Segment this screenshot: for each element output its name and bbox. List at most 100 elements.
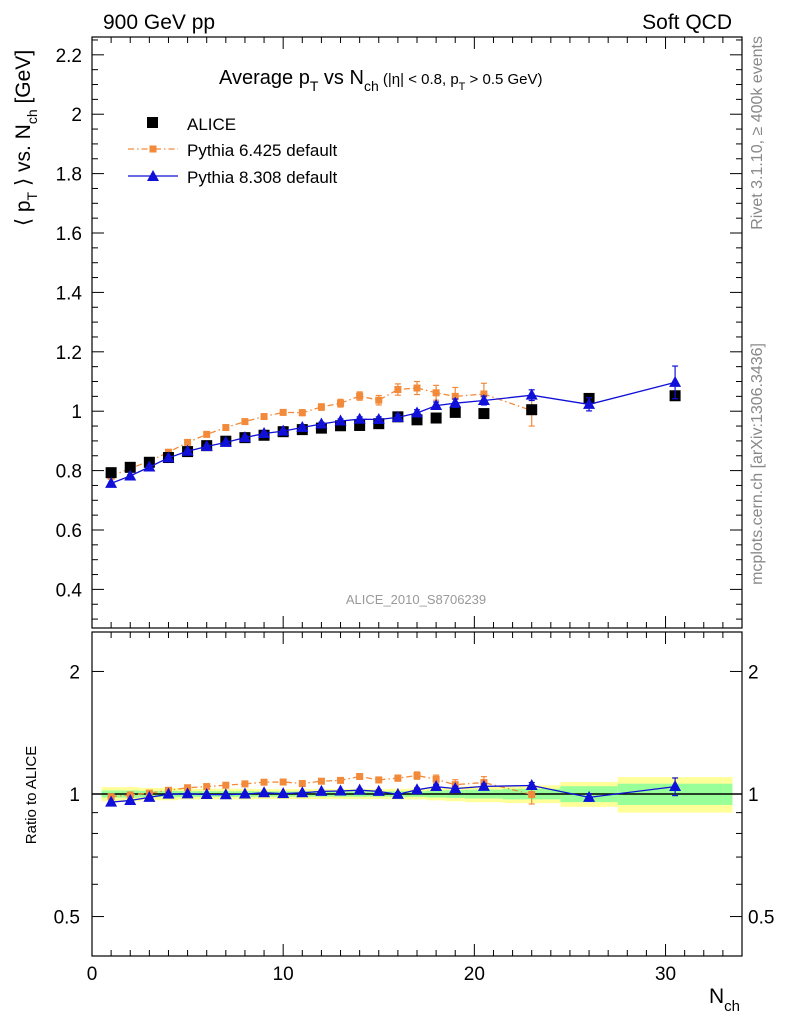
- pythia6-point: [279, 408, 287, 416]
- alice-point: [335, 420, 347, 432]
- pythia6-point: [432, 389, 440, 397]
- ratio-pythia6-point: [337, 776, 345, 784]
- pythia8-point: [315, 417, 328, 429]
- pythia8-point: [219, 435, 232, 447]
- pythia6-point: [337, 399, 345, 407]
- alice-point: [478, 408, 490, 420]
- legend-pythia6-marker: [149, 145, 157, 153]
- pythia8-point: [238, 431, 251, 443]
- ratio-pythia8-point: [411, 783, 423, 795]
- ratio-pythia8-point: [430, 780, 443, 792]
- ratio-pythia8-point: [391, 787, 404, 799]
- pythia8-point: [181, 444, 194, 456]
- ratio-pythia8-point: [200, 788, 213, 800]
- legend-pythia8-marker: [147, 170, 159, 181]
- pythia6-point: [184, 438, 192, 446]
- y-tick-label: 1.2: [56, 343, 82, 364]
- legend-alice-marker: [147, 117, 158, 128]
- ratio-pythia8-point: [296, 786, 309, 798]
- pythia8-point: [583, 397, 596, 409]
- pythia8-point: [334, 414, 347, 426]
- pythia8-point: [477, 394, 490, 406]
- y-tick-label: 1.8: [56, 165, 82, 186]
- y-tick-label: 0.6: [56, 521, 82, 542]
- x-tick-label: 10: [273, 964, 294, 985]
- pythia6-point: [375, 396, 383, 404]
- ratio-pythia8-point: [162, 787, 175, 799]
- ratio-pythia8-point: [258, 786, 271, 798]
- y-tick-label: 0.5: [54, 908, 80, 929]
- legend-alice-label: ALICE: [187, 115, 236, 134]
- pythia8-point: [200, 440, 213, 452]
- pythia6-point: [203, 430, 211, 438]
- pythia8-point: [296, 421, 309, 433]
- main-panel: 0.4 0.6 0.8 1 1.2 1.4 1.6 1.8 2 2.2 Average pT vs…: [12, 36, 743, 629]
- legend-pythia8-label: Pythia 8.308 default: [187, 168, 338, 187]
- y-tick-label: 2: [71, 105, 82, 126]
- pythia6-point: [451, 392, 459, 400]
- ratio-pythia8-point: [372, 784, 385, 796]
- y-tick-label: 0.8: [56, 462, 82, 483]
- pythia8-point: [162, 451, 175, 463]
- ratio-pythia8-point: [477, 779, 490, 791]
- main-y-axis-label: ⟨ pT ⟩ vs. Nch [GeV]: [12, 50, 40, 226]
- ratio-pythia8-point: [181, 787, 194, 799]
- alice-point: [354, 419, 366, 431]
- alice-point: [105, 467, 117, 479]
- ratio-panel: 0 10 20 30 0.5 0.5 1 1 2 2 Ratio to ALICE Nch: [23, 631, 774, 1015]
- alice-point: [124, 461, 136, 473]
- ratio-pythia8-point: [277, 787, 290, 799]
- pythia6-point: [356, 392, 364, 400]
- alice-point: [526, 404, 538, 416]
- pythia6-point: [260, 413, 268, 421]
- ratio-pythia8-point: [143, 790, 156, 802]
- x-tick-label: 0: [87, 964, 98, 985]
- y-tick-label: 1.4: [56, 283, 83, 304]
- y-tick-label: 1: [69, 785, 80, 806]
- legend: ALICE Pythia 6.425 default Pythia 8.308 …: [128, 115, 338, 187]
- y-tick-label-right: 2: [748, 662, 759, 683]
- pythia6-point: [413, 384, 421, 392]
- pythia6-point: [298, 409, 306, 417]
- pythia8-point: [277, 424, 290, 436]
- pythia8-point: [430, 399, 443, 411]
- ratio-pythia8-point: [334, 784, 347, 796]
- ratio-pythia8-point: [353, 783, 366, 795]
- pythia8-point: [258, 426, 271, 438]
- alice-point: [430, 412, 442, 424]
- ratio-pythia8-point: [124, 793, 137, 805]
- pythia6-point: [480, 390, 488, 398]
- pythia8-point: [372, 413, 385, 425]
- main-title: Average pT vs Nch (|η| < 0.8, pT > 0.5 G…: [219, 67, 543, 94]
- header-left: 900 GeV pp: [103, 11, 215, 34]
- y-tick-label: 0.4: [56, 580, 83, 601]
- x-axis-label: Nch: [709, 985, 740, 1015]
- pythia8-point: [411, 406, 423, 418]
- pythia8-point: [449, 396, 462, 408]
- legend-pythia6-label: Pythia 6.425 default: [187, 141, 338, 160]
- ratio-pythia8-point: [583, 790, 596, 802]
- pythia8-point: [391, 410, 404, 422]
- ratio-pythia8-point: [238, 787, 251, 799]
- x-tick-label: 30: [655, 964, 676, 985]
- pythia8-point: [525, 388, 538, 400]
- pythia6-point: [394, 386, 402, 394]
- alice-point: [449, 406, 461, 418]
- pythia6-point: [241, 418, 249, 426]
- ratio-pythia6-point: [203, 783, 211, 791]
- pythia6-point: [317, 403, 325, 411]
- pythia8-point: [105, 476, 118, 488]
- alice-point: [411, 414, 423, 426]
- pythia8-point: [143, 460, 156, 472]
- x-tick-label: 20: [464, 964, 485, 985]
- ratio-pythia8-point: [105, 795, 118, 807]
- pythia8-point: [669, 375, 682, 387]
- ratio-y-axis-label: Ratio to ALICE: [23, 746, 40, 844]
- ratio-pythia6-point: [356, 773, 364, 781]
- y-tick-label-right: 1: [748, 785, 759, 806]
- ratio-pythia6-point: [298, 780, 306, 788]
- ratio-pythia6-point: [432, 775, 440, 783]
- mcplots-reference-label: mcplots.cern.ch [arXiv:1306.3436]: [749, 343, 766, 585]
- y-tick-label-right: 0.5: [748, 908, 774, 929]
